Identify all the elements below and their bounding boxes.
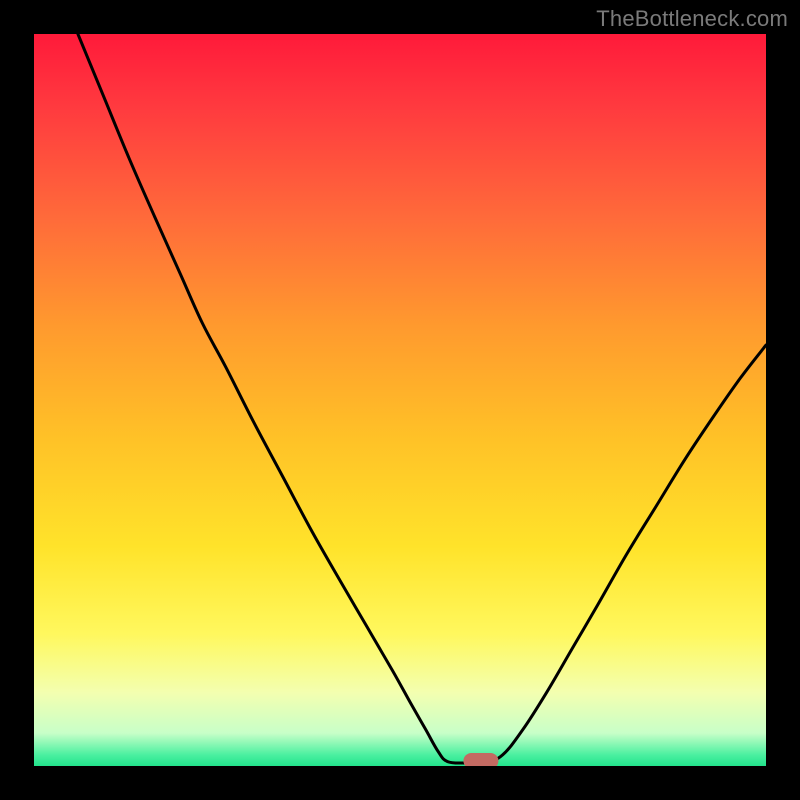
watermark-text: TheBottleneck.com (596, 6, 788, 32)
optimal-point-marker (463, 753, 498, 766)
plot-area (34, 34, 766, 766)
bottleneck-curve-path (78, 34, 766, 764)
curve-svg (34, 34, 766, 766)
